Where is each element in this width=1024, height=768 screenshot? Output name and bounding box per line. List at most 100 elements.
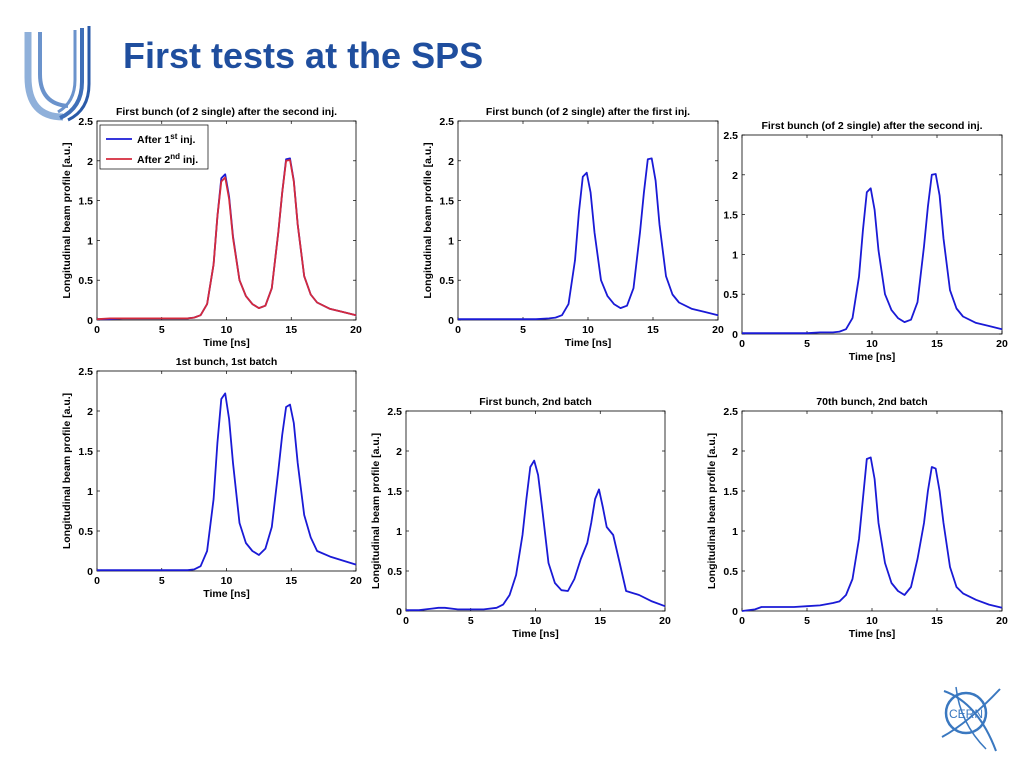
y-tick-label: 2.5 [387,406,402,418]
x-tick-label: 20 [712,324,724,336]
x-tick-label: 5 [159,575,165,587]
x-tick-label: 20 [659,615,671,627]
series-line-0 [97,157,357,321]
y-tick-label: 1 [732,249,738,261]
y-axis-label: Longitudinal beam profile [a.u.] [61,393,73,549]
y-tick-label: 2.5 [723,406,738,418]
y-tick-label: 2 [448,156,454,168]
y-tick-label: 2.5 [439,116,454,128]
chart-4: 0 5 10 15 20 0 0.5 1 1.5 2 2.5 First bunch, 2nd bat… [370,396,671,640]
y-tick-label: 0.5 [723,566,738,578]
series-line-1 [96,159,357,321]
x-axis-label: Time [ns] [512,628,558,640]
legend-entry-1: After 2nd inj. [137,152,198,166]
x-tick-label: 10 [866,338,878,350]
chart-5: 0 5 10 15 20 0 0.5 1 1.5 2 2.5 70th bunch, 2nd batc… [706,396,1008,640]
x-tick-label: 15 [285,575,297,587]
university-logo [24,26,91,122]
legend-suffix: inj. [177,134,195,146]
y-tick-label: 1 [87,235,93,247]
series-line-0 [458,157,719,321]
y-tick-label: 0 [732,329,738,341]
y-tick-label: 0.5 [387,566,402,578]
y-axis-label: Longitudinal beam profile [a.u.] [370,433,382,589]
plot-frame [96,370,357,572]
logo-right-stripes [59,28,84,120]
x-tick-label: 15 [931,338,943,350]
y-tick-label: 0 [732,606,738,618]
legend-entry-0: After 1st inj. [137,132,196,146]
series-line-0 [741,456,1003,612]
y-tick-label: 0 [87,566,93,578]
series-line-0 [742,173,1003,335]
slide-title: First tests at the SPS [123,35,484,76]
logo-middle-arc [38,32,69,108]
y-tick-label: 0 [87,315,93,327]
chart-title: First bunch (of 2 single) after the seco… [761,120,982,132]
x-tick-label: 20 [350,324,362,336]
x-tick-label: 5 [520,324,526,336]
x-tick-label: 15 [931,615,943,627]
x-tick-label: 10 [582,324,594,336]
chart-3: 0 5 10 15 20 0 0.5 1 1.5 2 2.5 1st bunch, 1st batch… [61,356,362,600]
cern-logo: CERN [941,686,1001,752]
x-tick-label: 5 [468,615,474,627]
x-tick-label: 0 [455,324,461,336]
y-tick-label: 0 [448,315,454,327]
x-tick-label: 20 [996,615,1008,627]
chart-title: First bunch, 2nd batch [479,396,592,408]
y-tick-label: 2.5 [723,130,738,142]
x-tick-label: 0 [94,575,100,587]
plot-frame [741,134,1003,335]
x-tick-label: 5 [804,338,810,350]
y-tick-label: 0 [396,606,402,618]
y-tick-label: 1 [87,486,93,498]
y-tick-label: 0.5 [78,275,93,287]
y-tick-label: 1 [396,526,402,538]
x-tick-label: 10 [221,575,233,587]
x-tick-label: 0 [403,615,409,627]
y-tick-label: 1.5 [439,196,454,208]
plot-frame [405,410,666,612]
y-tick-label: 1 [732,526,738,538]
chart-title: 1st bunch, 1st batch [176,356,278,368]
series-line-0 [97,392,357,572]
y-tick-label: 2 [87,156,93,168]
cern-logo-orbit-a [943,690,997,752]
x-tick-label: 5 [804,615,810,627]
cern-logo-text: CERN [949,707,983,721]
legend-prefix: After 2 [137,154,170,166]
y-tick-label: 2 [87,406,93,418]
plot-frame [96,120,357,321]
y-tick-label: 1.5 [723,486,738,498]
x-axis-label: Time [ns] [849,628,895,640]
chart-title: First bunch (of 2 single) after the seco… [116,106,337,118]
legend-box [99,124,209,170]
y-tick-label: 0.5 [439,275,454,287]
x-tick-label: 10 [221,324,233,336]
cern-logo-orbit-c [955,686,987,750]
x-tick-label: 10 [530,615,542,627]
y-tick-label: 2 [732,446,738,458]
y-tick-label: 1.5 [387,486,402,498]
y-axis-label: Longitudinal beam profile [a.u.] [422,142,434,298]
y-tick-label: 1.5 [723,210,738,222]
y-tick-label: 2 [396,446,402,458]
cern-logo-ring [944,691,988,735]
cern-logo-orbit-b [941,688,1001,738]
x-tick-label: 0 [94,324,100,336]
y-axis-label: Longitudinal beam profile [a.u.] [61,142,73,298]
legend-suffix: inj. [180,154,198,166]
chart-title: First bunch (of 2 single) after the firs… [486,106,690,118]
plot-frame [457,120,719,321]
x-tick-label: 5 [159,324,165,336]
chart-1: 0 5 10 15 20 0 0.5 1 1.5 2 2.5 First bunch (of 2 si… [422,106,724,349]
x-tick-label: 15 [285,324,297,336]
plot-frame [741,410,1003,612]
x-tick-label: 0 [739,615,745,627]
y-tick-label: 1 [448,235,454,247]
x-tick-label: 0 [739,338,745,350]
x-axis-label: Time [ns] [203,337,249,349]
x-tick-label: 10 [866,615,878,627]
